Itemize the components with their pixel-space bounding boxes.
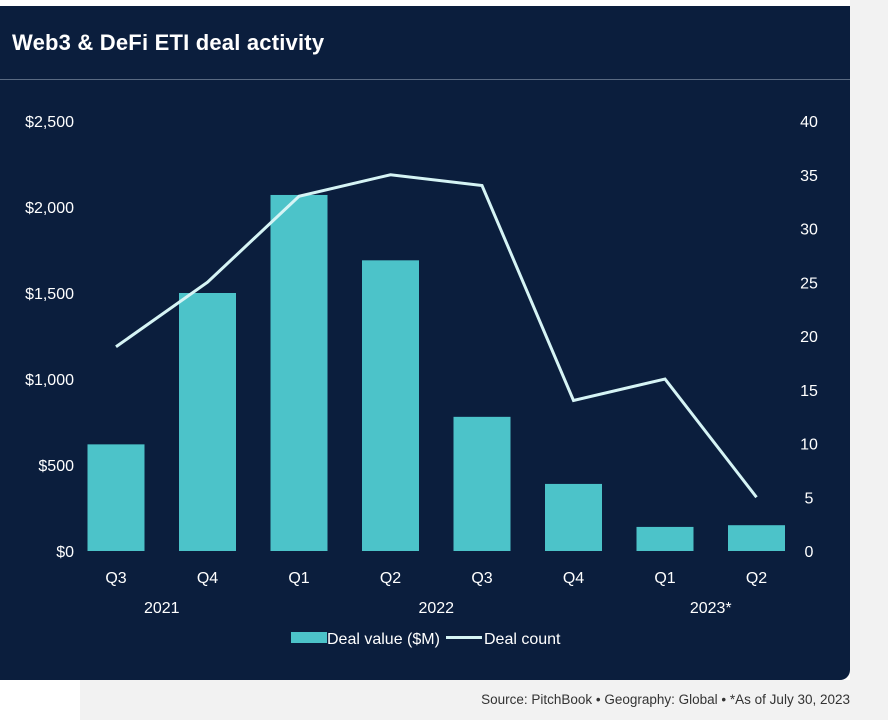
bar-deal-value-5 [545,483,602,551]
x-tick-label: Q4 [197,570,218,587]
right-tick-label: 10 [800,437,818,454]
legend: Deal value ($M) Deal count [291,631,561,648]
left-tick-label: $2,000 [25,200,74,217]
bar-deal-value-2 [270,194,328,551]
right-tick-label: 25 [800,275,818,292]
x-tick-label: Q3 [105,570,126,587]
left-tick-label: $1,000 [25,372,74,389]
x-tick-label: Q2 [380,570,401,587]
x-tick-label: Q1 [654,570,675,587]
right-tick-label: 30 [800,222,818,239]
bar-deal-value-7 [728,525,785,551]
year-label: 2023* [690,600,732,617]
line-deal-count [115,173,758,499]
bar-deal-value-0 [87,444,145,551]
left-axis-ticks: $0 $500 $1,000 $1,500 $2,000 $2,500 [25,114,74,561]
year-label: 2021 [144,600,180,617]
line-layer [115,173,758,499]
bar-deal-value-6 [636,526,694,551]
right-axis-ticks: 0 5 10 15 20 25 30 35 40 [800,114,818,561]
right-margin [850,0,888,680]
x-axis-year-labels: 2021 2022 2023* [144,600,732,617]
chart-panel: Web3 & DeFi ETI deal activity [0,6,850,680]
bars-layer [87,194,785,551]
right-tick-label: 35 [800,168,818,185]
bar-deal-value-1 [179,293,236,551]
right-tick-label: 15 [800,383,818,400]
x-tick-label: Q1 [288,570,309,587]
right-tick-label: 40 [800,114,818,131]
x-tick-label: Q2 [746,570,767,587]
left-tick-label: $2,500 [25,114,74,131]
title-divider [0,79,850,80]
legend-swatch-bar [291,632,327,643]
year-label: 2022 [418,600,454,617]
right-tick-label: 0 [805,544,814,561]
right-tick-label: 5 [805,490,814,507]
x-tick-label: Q4 [563,570,584,587]
x-tick-label: Q3 [471,570,492,587]
chart-title: Web3 & DeFi ETI deal activity [12,30,325,55]
left-tick-label: $500 [38,458,74,475]
x-axis-ticks: Q3 Q4 Q1 Q2 Q3 Q4 Q1 Q2 [105,570,767,587]
footer-background [80,680,888,720]
source-footnote: Source: PitchBook • Geography: Global • … [481,692,850,707]
legend-label-deal-value: Deal value ($M) [327,631,440,648]
bar-deal-value-3 [362,260,419,551]
left-tick-label: $1,500 [25,286,74,303]
left-tick-label: $0 [56,544,74,561]
right-tick-label: 20 [800,329,818,346]
legend-label-deal-count: Deal count [484,631,561,648]
bar-deal-value-4 [453,416,511,551]
